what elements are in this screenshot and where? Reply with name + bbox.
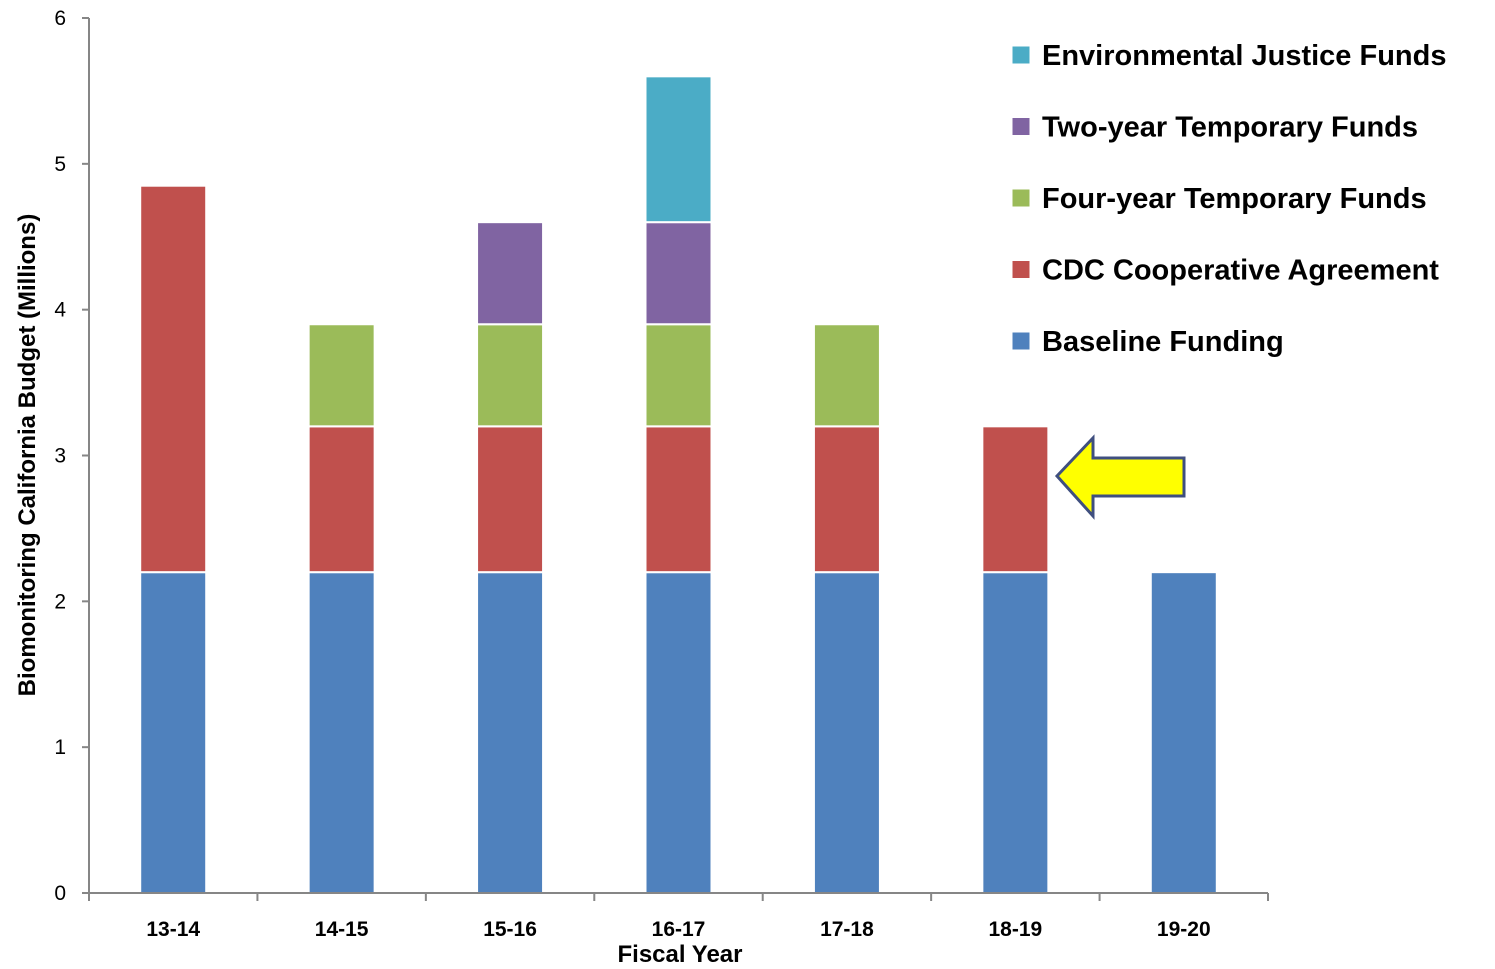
- bar-15-16-series-2: [476, 323, 545, 428]
- bar-14-15-series-0: [307, 571, 376, 895]
- legend-label: Two-year Temporary Funds: [1042, 112, 1418, 144]
- y-axis-title: Biomonitoring California Budget (Million…: [14, 214, 41, 697]
- y-tick-label: 3: [54, 445, 66, 468]
- bars-group: [139, 75, 1218, 895]
- x-axis-title: Fiscal Year: [618, 941, 743, 968]
- y-tick-label: 6: [54, 7, 66, 30]
- legend-label: CDC Cooperative Agreement: [1042, 255, 1439, 287]
- highlight-arrow: [1054, 434, 1186, 520]
- y-tick-label: 0: [54, 882, 66, 905]
- bar-15-16-series-0: [476, 571, 545, 895]
- bar-13-14-series-1: [139, 184, 208, 574]
- legend-label: Four-year Temporary Funds: [1042, 183, 1427, 215]
- x-ticks-group: 13-14 14-15 15-16 16-17 17-18 18-19 19-20: [88, 893, 1269, 941]
- legend-swatch: [1011, 331, 1031, 351]
- y-tick-label: 2: [54, 590, 66, 613]
- legend-label: Environmental Justice Funds: [1042, 40, 1446, 72]
- legend-swatch: [1011, 117, 1031, 136]
- legend-swatch: [1011, 45, 1031, 65]
- bar-16-17-series-4: [644, 75, 713, 224]
- bar-18-19-series-1: [981, 425, 1050, 574]
- x-tick-label: 13-14: [146, 918, 200, 941]
- bar-19-20-series-0: [1149, 571, 1218, 895]
- y-tick-label: 5: [54, 153, 66, 176]
- bar-17-18-series-2: [812, 323, 881, 428]
- bar-16-17-series-3: [644, 221, 713, 326]
- bar-13-14-series-0: [139, 571, 208, 895]
- bar-16-17-series-1: [644, 425, 713, 574]
- x-tick-label: 15-16: [483, 918, 537, 941]
- x-tick-label: 17-18: [820, 918, 874, 941]
- bar-14-15-series-1: [307, 425, 376, 574]
- x-tick-label: 16-17: [652, 918, 706, 941]
- legend-swatch: [1011, 188, 1031, 208]
- legend-label: Baseline Funding: [1042, 326, 1284, 358]
- x-tick-label: 18-19: [988, 918, 1042, 941]
- y-tick-label: 1: [54, 736, 66, 759]
- x-tick-label: 19-20: [1157, 918, 1211, 941]
- bar-14-15-series-2: [307, 323, 376, 428]
- bar-17-18-series-1: [812, 425, 881, 574]
- legend: Environmental Justice Funds Two-year Temp…: [1011, 40, 1446, 358]
- y-tick-label: 4: [54, 299, 66, 322]
- y-ticks-group: 0 1 2 3 4 5 6: [54, 7, 89, 905]
- bar-16-17-series-0: [644, 571, 713, 895]
- legend-swatch: [1011, 260, 1031, 279]
- bar-15-16-series-3: [476, 221, 545, 326]
- bar-18-19-series-0: [981, 571, 1050, 895]
- x-tick-label: 14-15: [315, 918, 369, 941]
- bar-15-16-series-1: [476, 425, 545, 574]
- bar-16-17-series-2: [644, 323, 713, 428]
- bar-17-18-series-0: [812, 571, 881, 895]
